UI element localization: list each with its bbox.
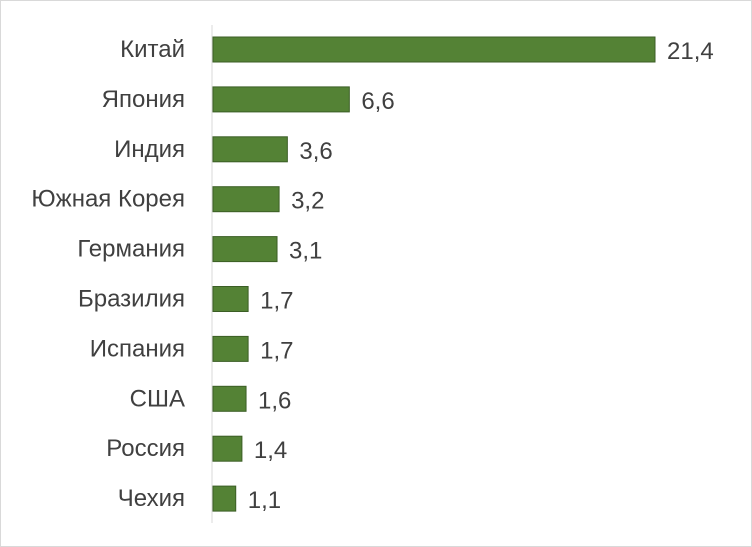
bar xyxy=(212,186,280,213)
value-label: 21,4 xyxy=(667,38,714,65)
bar xyxy=(212,136,288,163)
category-label: Чехия xyxy=(118,485,185,512)
bar xyxy=(212,385,247,412)
category-label: Япония xyxy=(102,86,185,113)
bar xyxy=(212,86,350,113)
bar xyxy=(212,335,249,362)
bar xyxy=(212,435,243,462)
bar xyxy=(212,485,237,512)
value-label: 1,7 xyxy=(260,337,293,364)
value-label: 1,4 xyxy=(254,437,287,464)
bar xyxy=(212,286,249,312)
bar xyxy=(212,236,278,263)
value-label: 1,6 xyxy=(258,387,291,414)
bars-layer xyxy=(212,36,656,512)
category-labels: Китай Япония Индия Южная Корея Германия Брази… xyxy=(31,36,185,512)
value-label: 3,2 xyxy=(291,188,324,215)
value-label: 1,1 xyxy=(248,487,281,514)
category-label: Россия xyxy=(106,435,185,462)
value-label: 1,7 xyxy=(260,288,293,315)
category-label: США xyxy=(130,385,185,412)
category-label: Испания xyxy=(90,335,185,362)
category-label: Германия xyxy=(77,236,185,263)
value-label: 3,6 xyxy=(299,138,332,165)
category-label: Южная Корея xyxy=(31,186,185,213)
category-label: Индия xyxy=(114,136,185,163)
value-label: 6,6 xyxy=(361,88,394,115)
bar xyxy=(212,36,656,63)
value-labels: 21,4 6,6 3,6 3,2 3,1 1,7 1,7 1,6 1,4 1,1 xyxy=(248,38,714,514)
category-label: Бразилия xyxy=(78,286,185,313)
category-label: Китай xyxy=(120,36,185,63)
value-label: 3,1 xyxy=(289,238,322,265)
